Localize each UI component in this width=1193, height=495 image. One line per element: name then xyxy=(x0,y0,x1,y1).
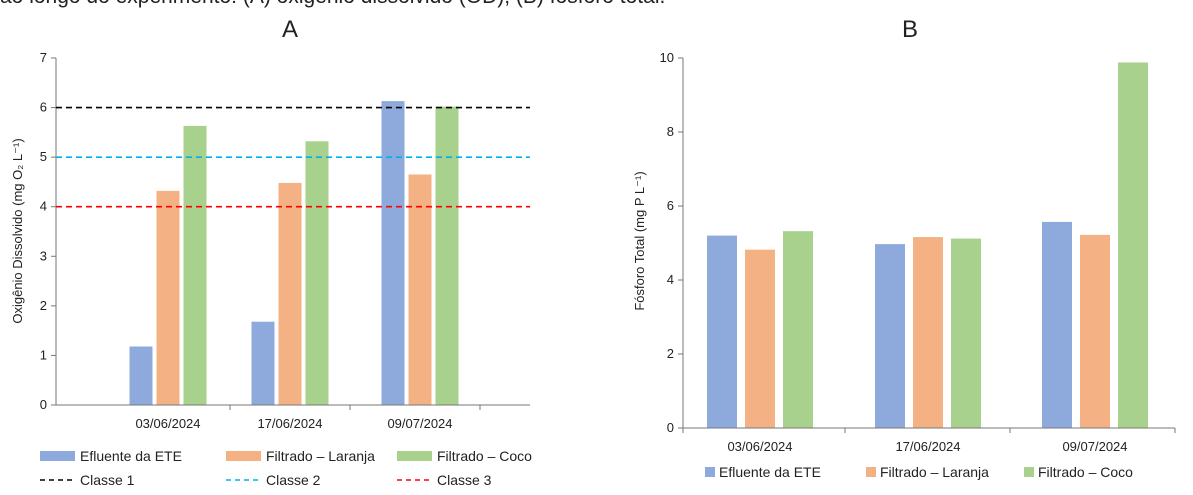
legend-label: Filtrado – Laranja xyxy=(266,448,375,464)
legend-label: Efluente da ETE xyxy=(80,448,182,464)
y-axis-label: Oxigênio Dissolvido (mg O₂ L⁻¹) xyxy=(10,138,25,323)
bar-coco xyxy=(435,106,459,405)
bar-coco xyxy=(783,231,813,428)
bar-coco xyxy=(305,141,329,405)
y-tick-label: 0 xyxy=(40,397,47,412)
bar-coco xyxy=(1118,62,1148,428)
x-tick-label: 03/06/2024 xyxy=(727,439,792,454)
legend-label: Filtrado – Coco xyxy=(437,448,532,464)
legend-label: Filtrado – Laranja xyxy=(880,464,989,480)
caption-text: ao longo do experimento: (A) oxigênio di… xyxy=(0,0,1193,9)
x-tick-label: 09/07/2024 xyxy=(1062,439,1127,454)
bar-laranja xyxy=(745,249,775,428)
y-tick-label: 8 xyxy=(667,124,674,139)
y-tick-label: 3 xyxy=(40,248,47,263)
bar-efluente xyxy=(251,321,275,405)
y-tick-label: 6 xyxy=(40,100,47,115)
bar-coco xyxy=(183,125,207,406)
y-tick-label: 4 xyxy=(40,199,47,214)
bar-efluente xyxy=(381,101,405,406)
bar-laranja xyxy=(913,237,943,428)
legend-label: Classe 2 xyxy=(266,472,321,488)
bar-efluente xyxy=(707,235,737,428)
y-tick-label: 2 xyxy=(40,298,47,313)
y-tick-label: 7 xyxy=(40,50,47,65)
panel-label: B xyxy=(902,16,918,43)
panel-label: A xyxy=(282,16,298,43)
y-tick-label: 6 xyxy=(667,198,674,213)
x-tick-label: 09/07/2024 xyxy=(387,416,452,431)
legend-label: Classe 1 xyxy=(80,472,135,488)
y-axis-label: Fósforo Total (mg P L⁻¹) xyxy=(632,171,647,310)
legend-label: Efluente da ETE xyxy=(719,464,821,480)
y-tick-label: 1 xyxy=(40,347,47,362)
bar-laranja xyxy=(278,182,302,405)
x-tick-label: 17/06/2024 xyxy=(895,439,960,454)
legend-swatch xyxy=(1024,467,1034,477)
y-tick-label: 0 xyxy=(667,420,674,435)
bar-laranja xyxy=(408,174,432,405)
legend-label: Filtrado – Coco xyxy=(1038,464,1133,480)
bar-efluente xyxy=(1042,221,1072,428)
y-tick-label: 2 xyxy=(667,346,674,361)
bar-efluente xyxy=(875,244,905,428)
bar-efluente xyxy=(129,346,153,405)
legend-swatch xyxy=(705,467,715,477)
bar-laranja xyxy=(1080,234,1110,428)
y-tick-label: 5 xyxy=(40,149,47,164)
legend-swatch xyxy=(397,451,432,461)
x-tick-label: 03/06/2024 xyxy=(135,416,200,431)
legend-swatch xyxy=(866,467,876,477)
legend-swatch xyxy=(40,451,75,461)
y-tick-label: 10 xyxy=(660,50,674,65)
y-tick-label: 4 xyxy=(667,272,674,287)
bar-coco xyxy=(951,238,981,428)
legend-label: Classe 3 xyxy=(437,472,492,488)
x-tick-label: 17/06/2024 xyxy=(257,416,322,431)
bar-laranja xyxy=(156,190,180,405)
legend-swatch xyxy=(226,451,261,461)
